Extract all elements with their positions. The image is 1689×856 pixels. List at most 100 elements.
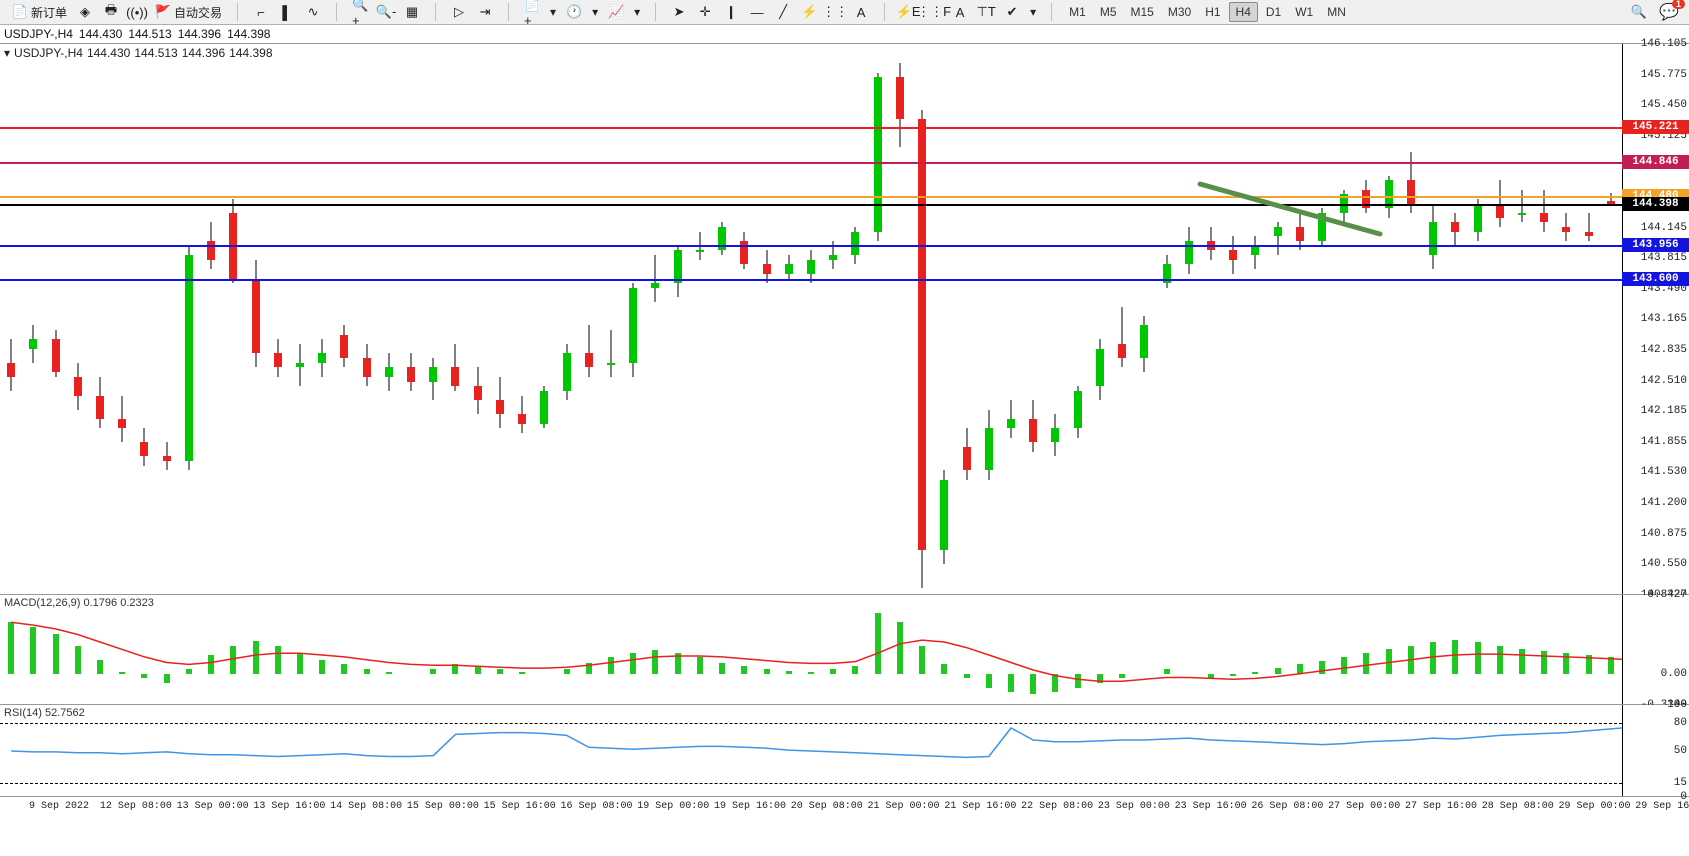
price-level-line-143.6[interactable] [0,279,1622,281]
date-tick-11: 21 Sep 00:00 [868,801,940,812]
grid-button[interactable]: ▦ [400,2,424,22]
new-object-button[interactable]: 📄+ [520,2,544,22]
date-tick-9: 19 Sep 16:00 [714,801,786,812]
timeframe-m30[interactable]: M30 [1162,2,1197,22]
dotted-extra-button[interactable]: ⋮⋮F [922,2,946,22]
candle-wick-27 [611,330,612,377]
candle-body-6 [140,442,148,456]
time-button[interactable]: 🕐 [562,2,586,22]
candle-body-17 [385,367,393,376]
check-tool-button[interactable]: ✔ [1000,2,1024,22]
fib-tool-button[interactable]: ⚡ [797,2,821,22]
timeframe-h4[interactable]: H4 [1229,2,1258,22]
text-icon-2: A [952,4,968,20]
new-object-icon: 📄+ [524,4,540,20]
timeframe-m15[interactable]: M15 [1125,2,1160,22]
notifications-button[interactable]: 💬 1 [1659,3,1679,21]
candle-body-22 [496,400,504,414]
timeframe-h1[interactable]: H1 [1199,2,1226,22]
price-tick-141.855: 141.855 [1641,436,1687,448]
price-tick-143.165: 143.165 [1641,313,1687,325]
candle-body-47 [1051,428,1059,442]
text-box-button[interactable]: A [948,2,972,22]
print-icon-button[interactable]: 🖶 [99,2,123,22]
zoom-out-button[interactable]: 🔍- [374,2,398,22]
date-tick-10: 20 Sep 08:00 [791,801,863,812]
text-label-button[interactable]: ⊤T [974,2,998,22]
candle-body-49 [1096,349,1104,386]
date-tick-15: 23 Sep 16:00 [1175,801,1247,812]
indicator-list-icon: 📈 [608,4,624,20]
price-level-label-143.6[interactable]: 143.600 [1622,272,1689,286]
dropdown-4[interactable]: ▾ [1026,2,1040,22]
horizontal-line-button[interactable]: — [745,2,769,22]
search-button[interactable]: 🔍 [1627,2,1651,22]
price-level-line-145.221[interactable] [0,127,1622,129]
timeframe-m1[interactable]: M1 [1063,2,1092,22]
price-tick-142.835: 142.835 [1641,344,1687,356]
price-level-label-144.846[interactable]: 144.846 [1622,155,1689,169]
date-tick-0: 9 Sep 2022 [29,801,89,812]
candle-wick-68 [1522,190,1523,223]
dotted-line-button[interactable]: ⋮⋮ [823,2,847,22]
indicator-list-button[interactable]: 📈 [604,2,628,22]
price-level-line-144.846[interactable] [0,162,1622,164]
candlestick-chart[interactable]: 146.105145.775145.450145.125144.795144.4… [0,44,1689,595]
price-level-label-144.398[interactable]: 144.398 [1622,197,1689,211]
line-chart-button[interactable]: ⌐ [249,2,273,22]
candle-body-9 [207,241,215,260]
trendline-button[interactable]: ╱ [771,2,795,22]
dropdown-2[interactable]: ▾ [588,2,602,22]
dropdown-3[interactable]: ▾ [630,2,644,22]
timeframe-mn[interactable]: MN [1321,2,1352,22]
auto-trading-button[interactable]: 🚩 自动交易 [151,2,226,22]
crosshair-tool-button[interactable]: ✛ [693,2,717,22]
candle-body-70 [1562,227,1570,232]
price-tick-145.775: 145.775 [1641,69,1687,81]
price-level-line-143.956[interactable] [0,245,1622,247]
tools-icon-button[interactable]: ◈ [73,2,97,22]
horizontal-line-icon: — [749,4,765,20]
fib-extra-group: ⚡E ⋮⋮F A ⊤T ✔ ▾ [892,0,1044,24]
candlestick-icon: ∿ [305,4,321,20]
symbol-info-bar: USDJPY-,H4 144.430 144.513 144.396 144.3… [0,25,1689,44]
candle-body-16 [363,358,371,377]
price-level-label-145.221[interactable]: 145.221 [1622,120,1689,134]
candle-body-3 [74,377,82,396]
timeframe-m5[interactable]: M5 [1094,2,1123,22]
candle-body-37 [829,255,837,260]
bar-chart-button[interactable]: ▌ [275,2,299,22]
text-tool-button[interactable]: A [849,2,873,22]
date-tick-14: 23 Sep 00:00 [1098,801,1170,812]
price-level-label-143.956[interactable]: 143.956 [1622,238,1689,252]
macd-panel[interactable]: MACD(12,26,9) 0.1796 0.2323 0.84270.00-0… [0,595,1689,705]
macd-axis: 0.84270.00-0.3349 [1622,595,1689,704]
scroll-right-button[interactable]: ▷ [447,2,471,22]
candlestick-chart-button[interactable]: ∿ [301,2,325,22]
timeframe-d1[interactable]: D1 [1260,2,1287,22]
timeframe-w1[interactable]: W1 [1289,2,1319,22]
date-tick-19: 28 Sep 08:00 [1482,801,1554,812]
chart-type-group: ⌐ ▌ ∿ [245,0,329,24]
vertical-line-button[interactable]: ❙ [719,2,743,22]
search-icon: 🔍 [1631,4,1647,20]
autoscroll-button[interactable]: ⇥ [473,2,497,22]
line-chart-icon: ⌐ [253,4,269,20]
rsi-tick-100: 100 [1667,699,1687,711]
zoom-in-button[interactable]: 🔍+ [348,2,372,22]
signal-icon-button[interactable]: ((•)) [125,2,149,22]
candle-body-36 [807,260,815,274]
candle-body-51 [1140,325,1148,358]
new-order-button[interactable]: 📄 新订单 [8,2,71,22]
rsi-panel[interactable]: RSI(14) 52.7562 100 80 50 15 0 [0,705,1689,797]
candle-body-12 [274,353,282,367]
symbol-high: 144.513 [128,27,171,41]
symbol-dropdown-arrow[interactable]: ▾ [4,46,10,60]
price-tick-144.145: 144.145 [1641,222,1687,234]
cursor-tool-button[interactable]: ➤ [667,2,691,22]
print-icon: 🖶 [103,4,119,20]
candle-body-13 [296,363,304,368]
dropdown-1[interactable]: ▾ [546,2,560,22]
chart-symbol-label: ▾ USDJPY-,H4 144.430 144.513 144.396 144… [4,46,273,60]
candle-body-71 [1585,232,1593,237]
